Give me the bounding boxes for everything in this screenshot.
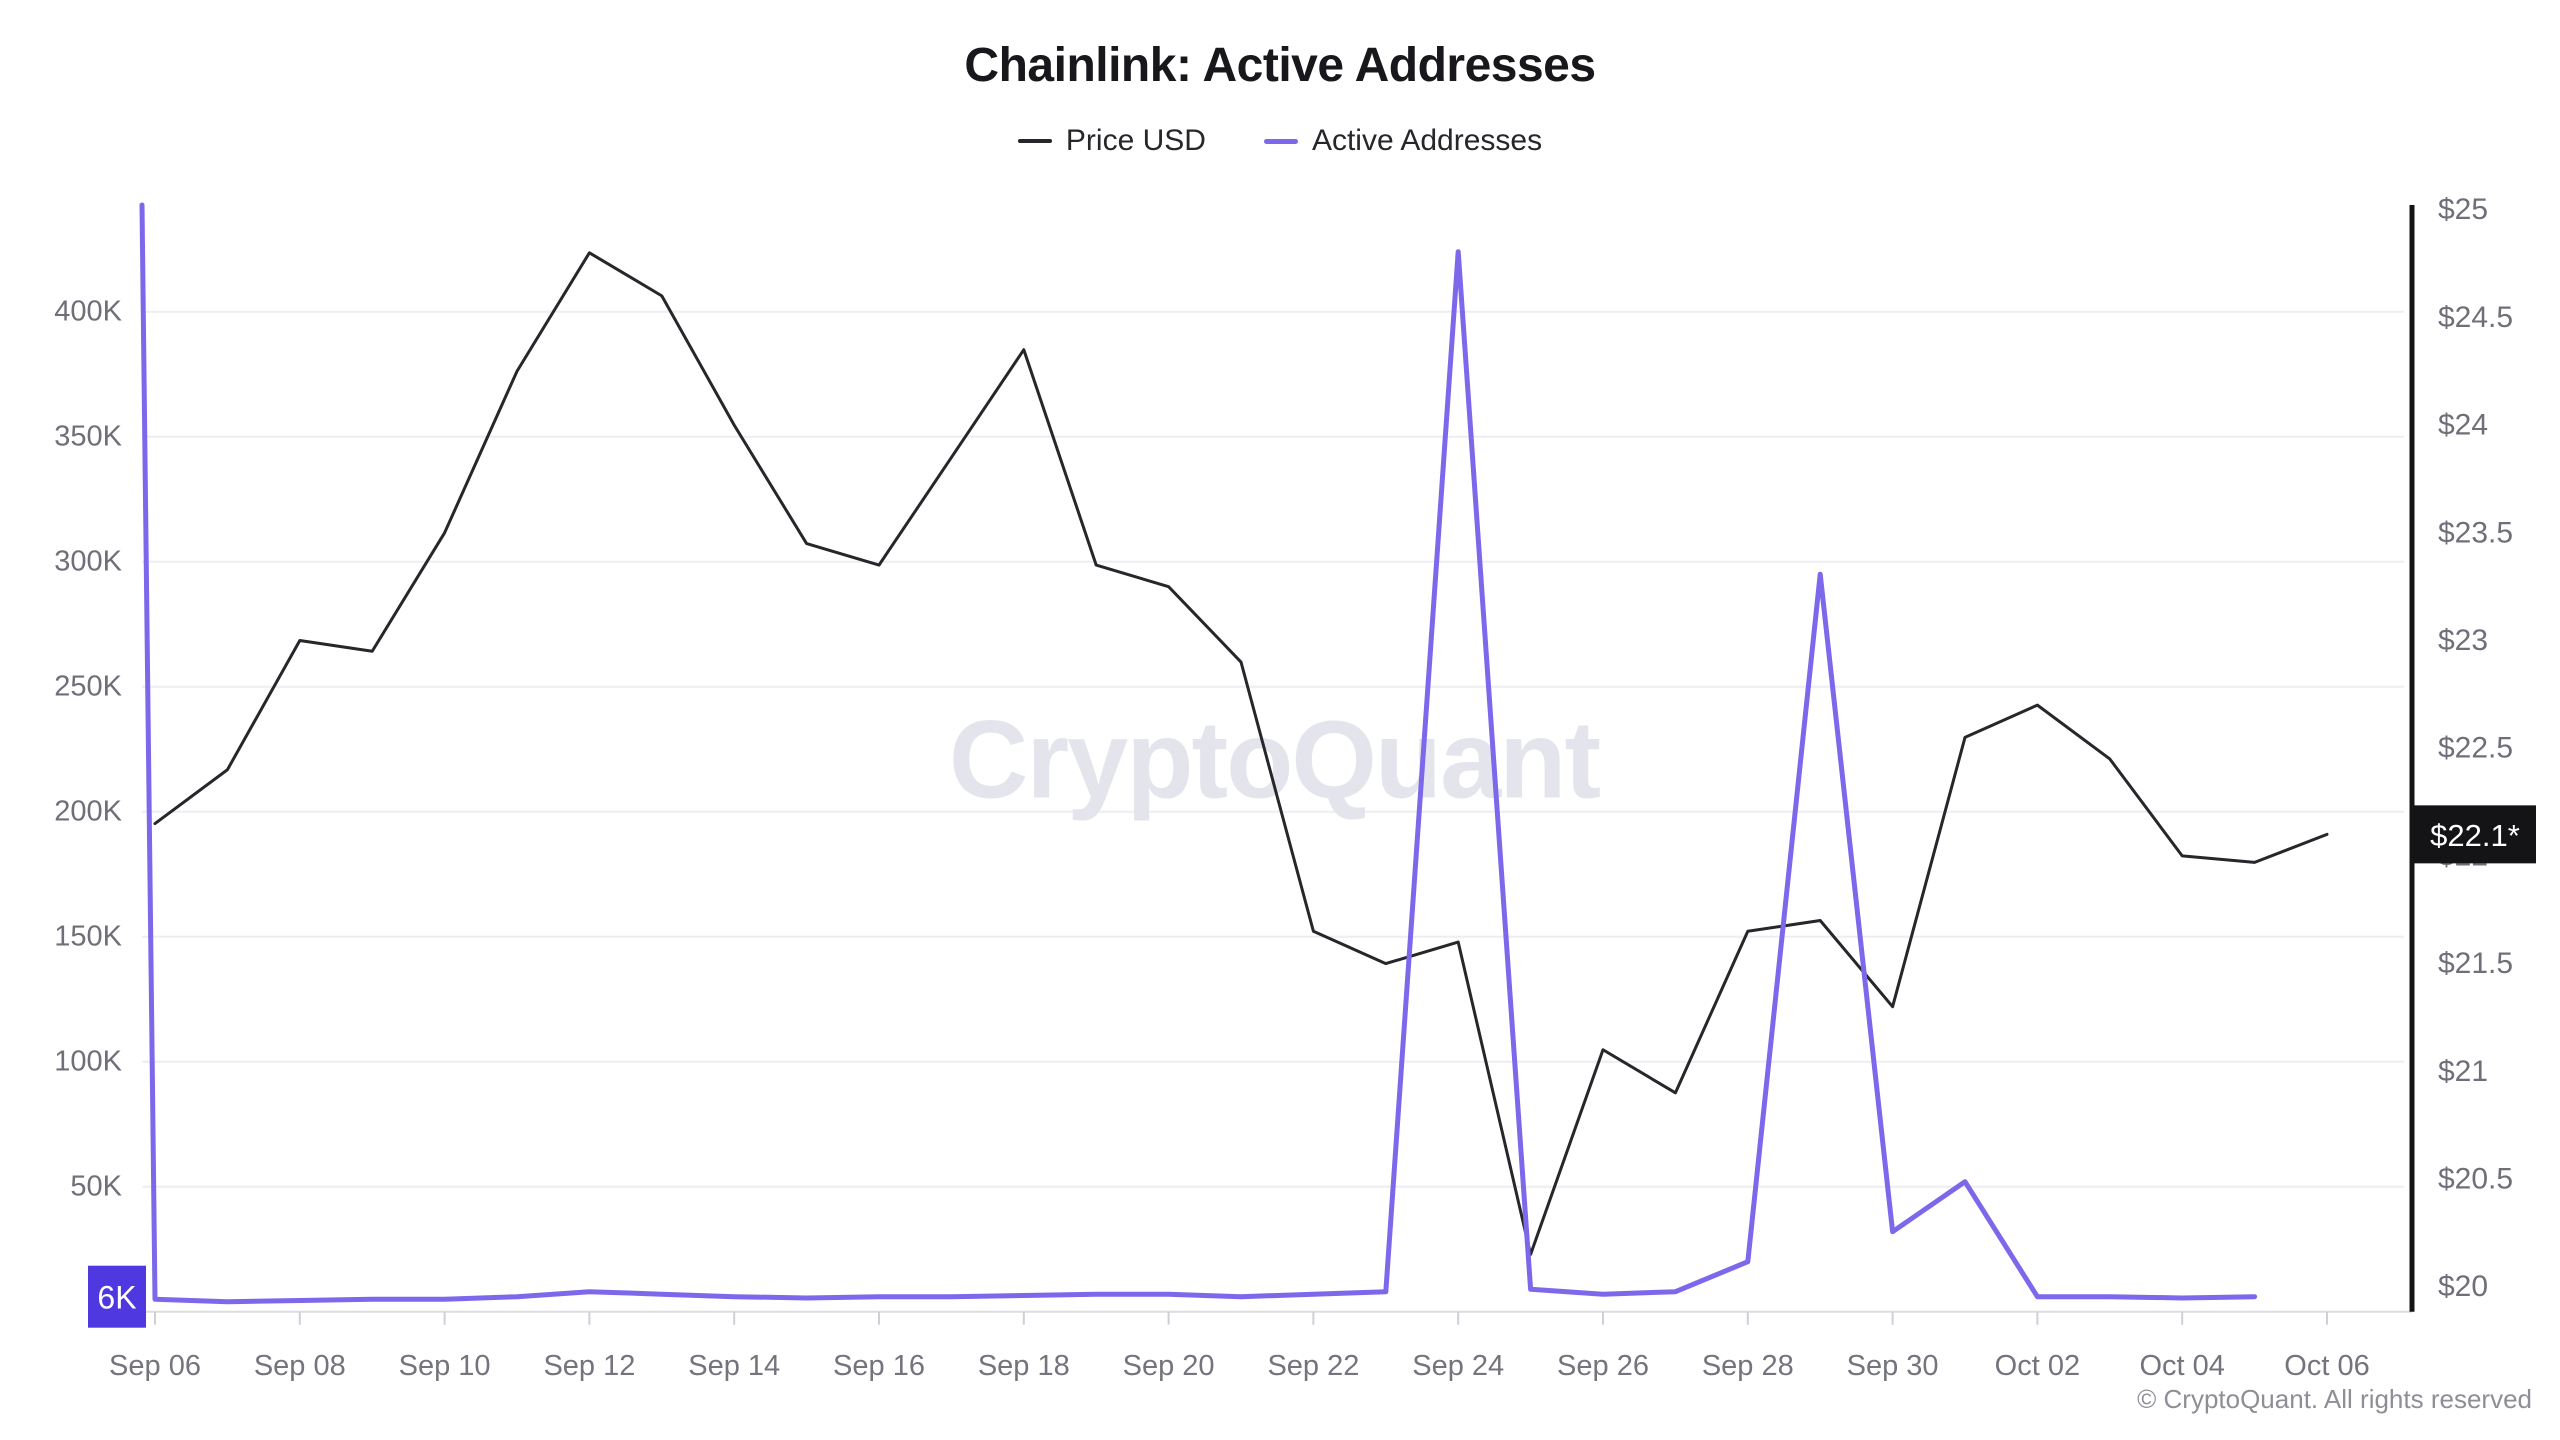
legend-item-price[interactable]: Price USD xyxy=(1017,124,1206,158)
x-axis-tick-label: Sep 10 xyxy=(399,1350,491,1382)
left-axis-tick-label: 400K xyxy=(54,296,122,328)
legend-label-addresses: Active Addresses xyxy=(1311,124,1543,157)
last-value-badges: 6K $22.1* xyxy=(88,805,2536,1328)
addresses-series-line[interactable] xyxy=(139,202,2258,1305)
left-axis-tick-label: 100K xyxy=(54,1046,122,1078)
watermark: CryptoQuant xyxy=(949,699,1601,822)
copyright-text: © CryptoQuant. All rights reserved xyxy=(2137,1384,2532,1414)
left-axis-tick-label: 300K xyxy=(54,546,122,578)
x-axis-tick-label: Sep 22 xyxy=(1267,1350,1359,1382)
x-axis-tick-label: Sep 12 xyxy=(543,1350,635,1382)
addresses-series-dash-icon xyxy=(1263,138,1298,144)
x-axis-tick-label: Sep 06 xyxy=(109,1350,201,1382)
price-series-line[interactable] xyxy=(153,251,2329,1256)
price-last-badge xyxy=(2414,805,2536,864)
right-axis-tick-label: $21 xyxy=(2438,1055,2488,1088)
right-axis-tick-label: $20.5 xyxy=(2438,1163,2513,1196)
right-axis-tick-label: $20 xyxy=(2438,1270,2488,1303)
x-axis-tick-label: Oct 06 xyxy=(2284,1350,2369,1382)
right-axis-tick-label: $24 xyxy=(2438,409,2488,442)
x-axis-tick-label: Sep 08 xyxy=(254,1350,346,1382)
legend-item-addresses[interactable]: Active Addresses xyxy=(1263,124,1543,158)
right-axis-tick-label: $24.5 xyxy=(2438,301,2513,334)
x-axis-tick-label: Oct 02 xyxy=(1995,1350,2080,1382)
x-axis-tick-label: Oct 04 xyxy=(2139,1350,2224,1382)
left-axis-tick-label: 350K xyxy=(54,421,122,453)
left-axis-tick-label: 200K xyxy=(54,796,122,828)
left-axis-tick-label: 250K xyxy=(54,671,122,703)
gridlines xyxy=(142,310,2404,1188)
x-axis-tick-label: Sep 20 xyxy=(1123,1350,1215,1382)
addresses-last-badge-label: 6K xyxy=(97,1280,136,1316)
right-axis-tick-label: $22.5 xyxy=(2438,732,2513,765)
price-last-badge-label: $22.1* xyxy=(2430,818,2520,853)
chart-legend: Price USD Active Addresses xyxy=(0,124,2560,158)
x-axis-tick-label: Sep 18 xyxy=(978,1350,1070,1382)
addresses-last-badge xyxy=(88,1265,146,1328)
x-axis-tick-label: Sep 16 xyxy=(833,1350,925,1382)
x-axis-tick-label: Sep 30 xyxy=(1847,1350,1939,1382)
series-lines xyxy=(139,202,2329,1305)
right-axis-tick-label: $21.5 xyxy=(2438,947,2513,980)
left-axis-tick-label: 150K xyxy=(54,921,122,953)
x-axis-tick-label: Sep 24 xyxy=(1412,1350,1504,1382)
legend-label-price: Price USD xyxy=(1065,124,1206,157)
axis-lines xyxy=(142,205,2415,1325)
x-axis-tick-label: Sep 28 xyxy=(1702,1350,1794,1382)
x-axis-tick-label: Sep 14 xyxy=(688,1350,780,1382)
left-axis-tick-label: 50K xyxy=(70,1171,122,1203)
price-series-dash-icon xyxy=(1017,139,1052,143)
right-axis-tick-label: $23.5 xyxy=(2438,516,2513,549)
x-axis-tick-label: Sep 26 xyxy=(1557,1350,1649,1382)
right-axis-tick-label: $23 xyxy=(2438,624,2488,657)
right-axis-tick-label: $25 xyxy=(2438,193,2488,226)
page-title: Chainlink: Active Addresses xyxy=(964,39,1596,92)
